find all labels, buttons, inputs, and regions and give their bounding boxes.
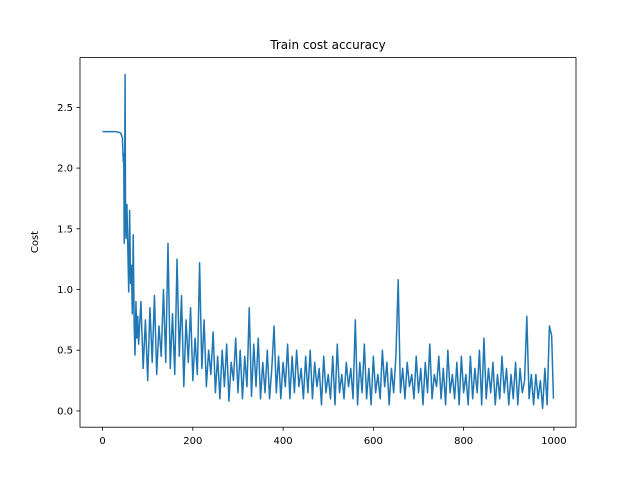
y-tick-label: 0.5: [57, 346, 73, 357]
x-tick-label: 600: [364, 436, 383, 447]
data-line: [102, 73, 555, 410]
x-tick-label: 1000: [541, 436, 566, 447]
x-tick-label: 800: [454, 436, 473, 447]
y-tick-label: 0.0: [57, 406, 73, 417]
y-tick-label: 2.5: [57, 103, 73, 114]
x-tick-label: 0: [99, 436, 105, 447]
plot-frame: [79, 57, 577, 428]
y-tick-label: 1.0: [57, 285, 73, 296]
x-tick-label: 200: [183, 436, 202, 447]
y-tick-label: 1.5: [57, 224, 73, 235]
y-tick-label: 2.0: [57, 164, 73, 175]
x-tick-label: 400: [274, 436, 293, 447]
y-axis-label: Cost: [30, 231, 41, 253]
chart-title: Train cost accuracy: [269, 38, 385, 52]
